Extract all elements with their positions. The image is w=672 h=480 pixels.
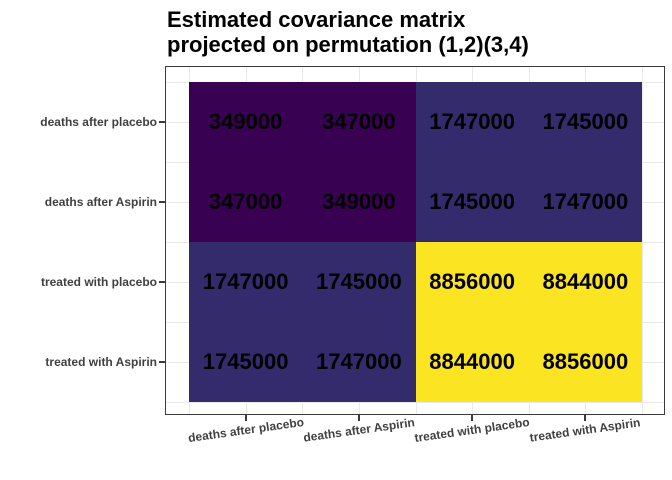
x-axis-tick xyxy=(471,415,474,421)
y-axis-tick xyxy=(159,361,165,363)
heatmap-cell: 349000 xyxy=(302,162,416,242)
y-axis-tick xyxy=(159,201,165,203)
heatmap-cell: 1747000 xyxy=(528,162,642,242)
heatmap-cell: 347000 xyxy=(189,162,303,242)
gridline-horizontal xyxy=(166,402,664,403)
heatmap-cell: 1745000 xyxy=(302,242,416,322)
heatmap-cell: 1747000 xyxy=(415,82,529,162)
y-axis-label: treated with placebo xyxy=(40,275,157,289)
heatmap-cell: 1745000 xyxy=(189,322,303,402)
y-axis-label: deaths after Aspirin xyxy=(44,195,157,209)
heatmap-tile-grid: 349000 347000 1747000 1745000 347000 349000 17… xyxy=(189,82,642,402)
heatmap-cell: 349000 xyxy=(189,82,303,162)
plot-title-line-2: projected on permutation (1,2)(3,4) xyxy=(167,32,529,57)
heatmap-cell: 8844000 xyxy=(415,322,529,402)
y-axis-tick xyxy=(159,281,165,283)
heatmap-cell: 8856000 xyxy=(415,242,529,322)
heatmap-cell: 1745000 xyxy=(415,162,529,242)
y-axis-label: deaths after placebo xyxy=(40,115,157,129)
heatmap-cell: 347000 xyxy=(302,82,416,162)
heatmap-cell: 8844000 xyxy=(528,242,642,322)
plot-title: Estimated covariance matrix projected on… xyxy=(167,7,529,57)
plot-panel: 349000 347000 1747000 1745000 347000 349000 17… xyxy=(165,66,665,415)
heatmap-cell: 1747000 xyxy=(189,242,303,322)
heatmap-cell: 8856000 xyxy=(528,322,642,402)
y-axis-tick xyxy=(159,121,165,123)
x-axis-tick xyxy=(244,415,247,421)
plot-title-line-1: Estimated covariance matrix xyxy=(167,7,466,32)
heatmap-cell: 1747000 xyxy=(302,322,416,402)
gridline-vertical xyxy=(642,67,643,414)
y-axis-label: treated with Aspirin xyxy=(45,355,157,369)
heatmap-cell: 1745000 xyxy=(528,82,642,162)
x-axis-tick xyxy=(584,415,587,421)
x-axis-tick xyxy=(357,415,360,421)
